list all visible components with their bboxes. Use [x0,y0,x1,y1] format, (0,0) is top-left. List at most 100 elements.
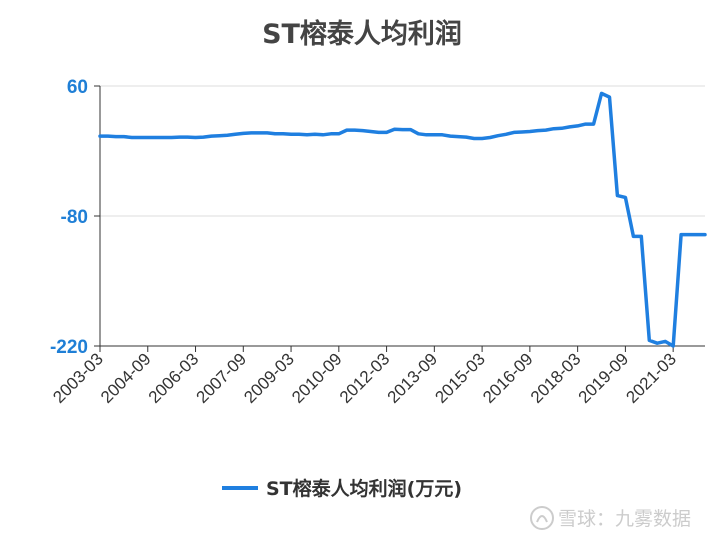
data-point-0-44 [450,136,451,137]
data-point-0-52 [513,132,514,133]
data-point-0-31 [346,130,347,131]
snowball-logo-icon [530,506,554,530]
data-point-0-42 [434,134,435,135]
data-point-0-74 [689,234,690,235]
data-point-0-7 [155,137,156,138]
data-point-0-62 [593,124,594,125]
x-tick-label-8: 2015-03 [431,349,489,407]
data-point-0-71 [665,341,666,342]
data-point-0-37 [394,129,395,130]
x-tick-label-3: 2007-09 [193,349,251,407]
data-point-0-29 [330,133,331,134]
data-point-0-3 [123,136,124,137]
data-point-0-6 [147,137,148,138]
data-point-0-4 [131,137,132,138]
data-point-0-43 [442,134,443,135]
y-axis: 60 -80 -220 [50,77,101,358]
data-point-0-41 [426,134,427,135]
grid [100,85,705,347]
x-tick-label-4: 2009-03 [240,349,298,407]
data-point-0-58 [561,128,562,129]
data-point-0-0 [100,136,101,137]
data-point-0-13 [203,137,204,138]
data-point-0-9 [171,137,172,138]
x-tick-label-12: 2021-03 [622,349,680,407]
y-tick-label-0: 60 [67,77,88,98]
x-tick-label-5: 2010-09 [288,349,346,407]
data-point-0-45 [458,136,459,137]
data-point-0-49 [490,137,491,138]
data-point-0-46 [466,137,467,138]
data-point-0-35 [378,132,379,133]
data-point-0-61 [585,124,586,125]
data-point-0-5 [139,137,140,138]
x-tick-label-6: 2012-03 [336,349,394,407]
data-point-0-40 [418,133,419,134]
data-point-0-12 [195,137,196,138]
data-point-0-16 [227,135,228,136]
watermark: 雪球：九雾数据 [530,506,691,530]
data-point-0-39 [410,129,411,130]
data-point-0-14 [211,136,212,137]
chart-title: ST榕泰人均利润 [262,18,462,50]
data-point-0-38 [402,129,403,130]
x-tick-label-9: 2016-09 [479,349,537,407]
data-point-0-56 [545,130,546,131]
x-tick-label-11: 2019-09 [575,349,633,407]
data-point-0-54 [529,131,530,132]
data-point-0-18 [243,133,244,134]
data-point-0-22 [275,133,276,134]
watermark-text: 雪球：九雾数据 [558,508,691,530]
data-point-0-73 [681,234,682,235]
data-point-0-19 [251,132,252,133]
data-point-0-36 [386,132,387,133]
data-point-0-17 [235,134,236,135]
data-point-0-27 [314,134,315,135]
data-point-0-24 [291,134,292,135]
data-point-0-67 [633,236,634,237]
data-point-0-66 [625,197,626,198]
data-point-0-50 [498,135,499,136]
data-point-0-34 [370,131,371,132]
x-tick-label-10: 2018-03 [527,349,585,407]
data-point-0-32 [354,130,355,131]
y-tick-label-2: -220 [50,337,88,358]
x-tick-label-0: 2003-03 [49,349,107,407]
legend-label: ST榕泰人均利润(万元) [266,477,462,500]
data-point-0-23 [283,133,284,134]
data-point-0-68 [641,236,642,237]
data-point-0-8 [163,137,164,138]
data-point-0-60 [577,125,578,126]
data-point-0-30 [338,133,339,134]
data-point-0-25 [299,134,300,135]
x-tick-label-2: 2006-03 [145,349,203,407]
data-point-0-11 [187,137,188,138]
data-point-0-64 [609,97,610,98]
data-point-0-57 [553,128,554,129]
data-point-0-26 [307,134,308,135]
data-point-0-65 [617,195,618,196]
data-point-0-48 [482,138,483,139]
data-point-0-20 [259,132,260,133]
data-point-0-10 [179,137,180,138]
data-point-0-51 [506,134,507,135]
legend: ST榕泰人均利润(万元) [222,477,462,500]
data-point-0-2 [115,136,116,137]
plot-area [98,91,707,348]
data-point-0-28 [322,134,323,135]
data-point-0-76 [705,234,706,235]
data-point-0-53 [521,132,522,133]
data-point-0-63 [601,93,602,94]
data-point-0-33 [362,130,363,131]
x-tick-label-7: 2013-09 [384,349,442,407]
series-line-0 [98,91,707,348]
y-tick-label-1: -80 [61,207,88,228]
data-point-0-75 [697,234,698,235]
x-axis: 2003-032004-092006-032007-092009-032010-… [49,345,705,407]
data-point-0-55 [537,130,538,131]
data-point-0-59 [569,126,570,127]
data-point-0-15 [219,135,220,136]
data-point-0-21 [267,132,268,133]
x-tick-label-1: 2004-09 [97,349,155,407]
